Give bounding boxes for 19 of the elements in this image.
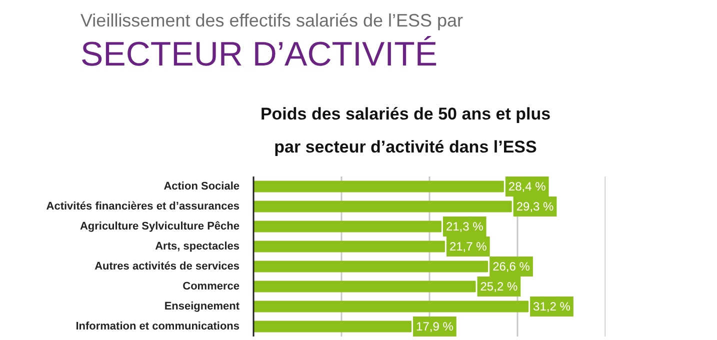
data-label: 17,9 %	[416, 320, 454, 334]
data-label: 28,4 %	[508, 180, 546, 194]
y-tick-label: Information et communications	[76, 320, 240, 332]
y-tick-label: Activités financières et d’assurances	[46, 200, 240, 212]
y-tick-label: Enseignement	[164, 300, 240, 312]
data-label: 26,6 %	[492, 260, 530, 274]
data-label: 21,3 %	[446, 220, 484, 234]
y-tick-label: Commerce	[182, 280, 240, 292]
y-tick-label: Action Sociale	[164, 180, 240, 192]
y-tick-label: Arts, spectacles	[155, 240, 240, 252]
chart-title: Vieillissement des effectifs salariés de l’ESS par	[80, 10, 464, 30]
y-tick-label: Autres activités de services	[94, 260, 240, 272]
data-label: 31,2 %	[533, 300, 571, 314]
text: Poids des salariés de 50 ans et plus par secteur d’activité dans l’ESS	[260, 104, 551, 156]
y-tick-label: Agriculture Sylviculture Pêche	[80, 220, 240, 232]
chart-subtitle: SECTEUR D’ACTIVITÉ	[80, 36, 438, 74]
data-label: 25,2 %	[480, 280, 518, 294]
data-label: 21,7 %	[449, 240, 488, 254]
data-label: 29,3 %	[516, 200, 554, 214]
